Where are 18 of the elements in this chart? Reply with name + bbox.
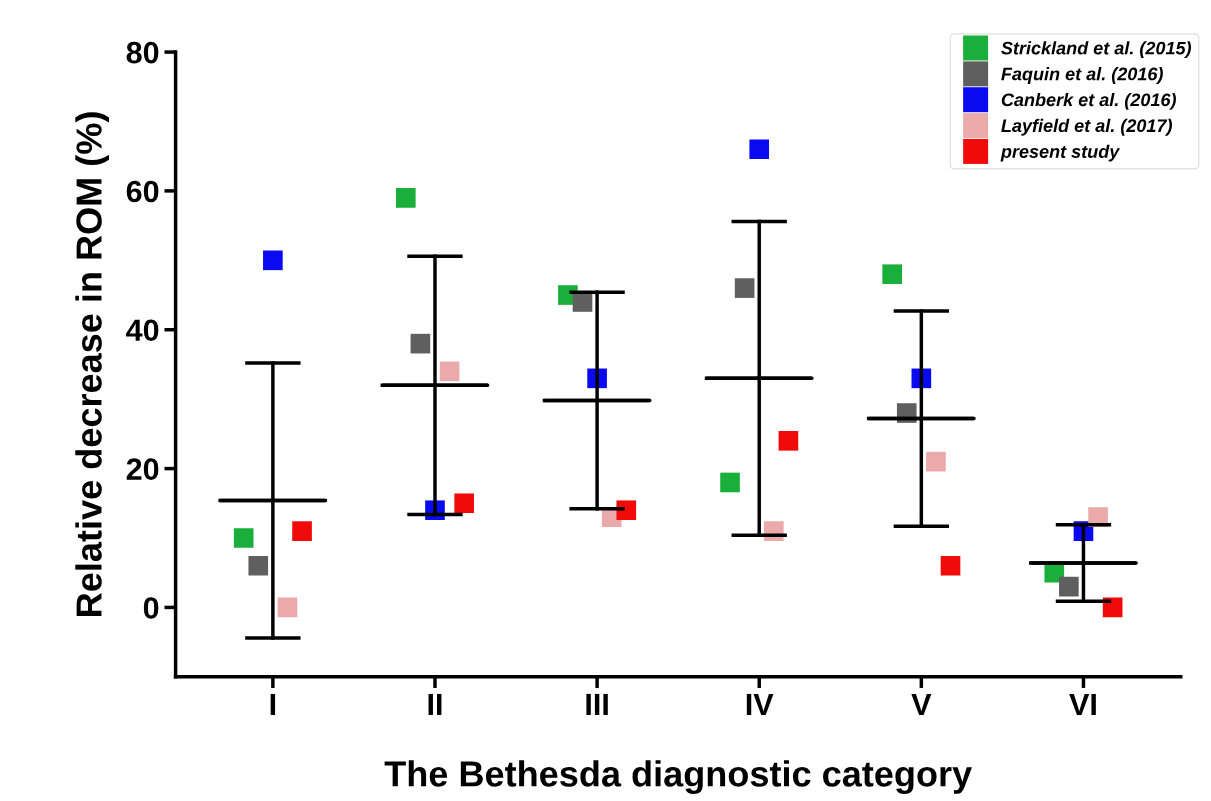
x-tick-label: II <box>428 693 442 715</box>
legend-label: Faquin et al. (2016) <box>1001 67 1163 84</box>
x-tick-label: IV <box>746 693 774 715</box>
legend-label: Layfield et al. (2017) <box>1001 118 1172 136</box>
y-tick-label: 0 <box>143 597 159 619</box>
y-tick-label: 60 <box>126 180 159 203</box>
y-tick-label: 20 <box>126 458 159 480</box>
x-tick-label: VI <box>1069 693 1096 715</box>
x-tick-label: V <box>911 693 932 715</box>
y-axis-title: Relative decrease in ROM (%) <box>75 112 109 616</box>
legend-label: Canberk et al. (2016) <box>1001 92 1176 110</box>
y-tick-label: 80 <box>126 41 159 64</box>
x-tick-label: III <box>586 693 608 715</box>
y-tick-label: 40 <box>126 319 159 342</box>
x-tick-label: I <box>270 693 276 715</box>
x-axis-title: The Bethesda diagnostic category <box>384 760 972 795</box>
legend-label: Strickland et al. (2015) <box>1001 41 1192 59</box>
legend-label: present study <box>1000 144 1121 162</box>
